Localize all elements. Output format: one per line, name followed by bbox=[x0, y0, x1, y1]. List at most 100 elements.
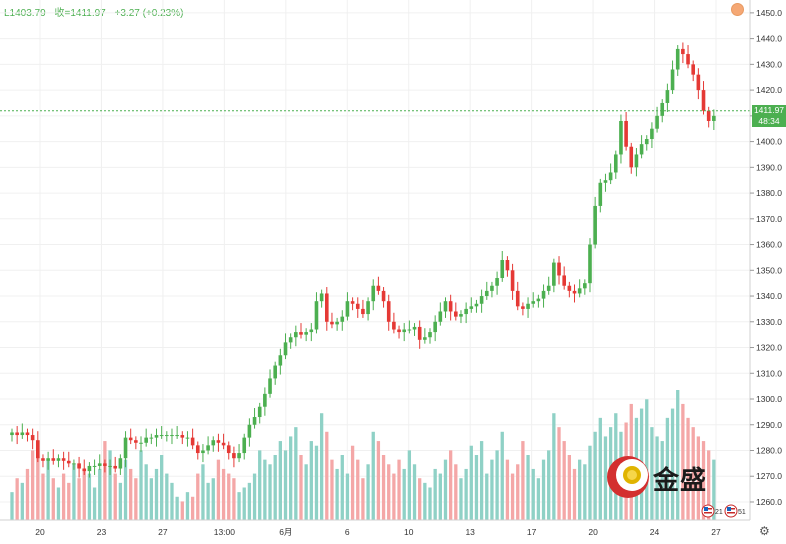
volume-bar bbox=[387, 464, 391, 520]
volume-bar bbox=[712, 459, 716, 520]
volume-bar bbox=[154, 468, 159, 520]
volume-bar bbox=[536, 478, 541, 520]
candle-body bbox=[72, 463, 76, 465]
event-flags[interactable]: 21 51 bbox=[701, 504, 746, 518]
candle-body bbox=[273, 365, 277, 379]
candle-body bbox=[552, 262, 556, 286]
volume-bar bbox=[108, 450, 112, 520]
volume-bar bbox=[180, 501, 184, 520]
volume-bar bbox=[448, 450, 453, 520]
y-tick-label: 1370.0 bbox=[756, 214, 782, 224]
volume-bar bbox=[237, 492, 241, 520]
volume-bar bbox=[232, 478, 236, 520]
volume-bar bbox=[443, 459, 448, 520]
orange-dot-icon[interactable] bbox=[731, 3, 744, 16]
volume-bar bbox=[371, 431, 375, 520]
candle-body bbox=[66, 460, 71, 464]
volume-bar bbox=[603, 436, 608, 520]
volume-bar bbox=[428, 487, 432, 520]
candle-body bbox=[97, 463, 102, 466]
x-tick-label: 13 bbox=[465, 527, 475, 537]
volume-bar bbox=[350, 445, 355, 520]
volume-bar bbox=[134, 478, 138, 520]
volume-bar bbox=[707, 450, 711, 520]
candle-body bbox=[701, 90, 706, 111]
candle-body bbox=[128, 437, 133, 441]
candle-body bbox=[41, 458, 45, 461]
candle-body bbox=[144, 437, 148, 443]
volume-bar bbox=[144, 464, 148, 520]
volume-bar bbox=[15, 478, 19, 520]
volume-bar bbox=[505, 459, 510, 520]
candle-body bbox=[629, 146, 634, 168]
volume-bar bbox=[526, 455, 530, 520]
candle-body bbox=[588, 244, 592, 284]
x-tick-label: 13:00 bbox=[214, 527, 236, 537]
x-tick-label: 27 bbox=[158, 527, 168, 537]
volume-bar bbox=[459, 478, 463, 520]
volume-bar bbox=[381, 455, 386, 520]
candle-body bbox=[598, 182, 603, 206]
volume-bar bbox=[701, 441, 706, 520]
candle-body bbox=[423, 337, 427, 340]
candle-body bbox=[10, 432, 14, 436]
volume-bar bbox=[660, 441, 664, 520]
y-tick-label: 1320.0 bbox=[756, 343, 782, 353]
candle-body bbox=[226, 445, 231, 454]
candle-body bbox=[577, 288, 582, 294]
y-tick-label: 1420.0 bbox=[756, 85, 782, 95]
candle-body bbox=[15, 432, 19, 436]
volume-bar bbox=[495, 450, 499, 520]
candle-body bbox=[170, 435, 174, 437]
y-tick-label: 1340.0 bbox=[756, 291, 782, 301]
volume-bar bbox=[149, 478, 153, 520]
volume-bar bbox=[376, 441, 381, 520]
candle-body bbox=[521, 306, 525, 309]
volume-bar bbox=[670, 408, 675, 520]
candle-body bbox=[201, 450, 205, 454]
y-tick-label: 1300.0 bbox=[756, 394, 782, 404]
candle-body bbox=[319, 293, 324, 302]
volume-bar bbox=[490, 459, 494, 520]
volume-bar bbox=[160, 455, 164, 520]
candle-body bbox=[123, 437, 128, 459]
volume-bar bbox=[289, 436, 293, 520]
volume-bar bbox=[412, 464, 417, 520]
change-label: +3.27 (+0.23%) bbox=[114, 8, 184, 19]
candle-body bbox=[495, 278, 499, 286]
volume-bar bbox=[696, 436, 701, 520]
volume-bar bbox=[521, 441, 525, 520]
candle-body bbox=[386, 301, 391, 322]
volume-bar bbox=[500, 431, 504, 520]
candle-body bbox=[536, 298, 541, 302]
gear-icon[interactable]: ⚙ bbox=[759, 524, 770, 538]
volume-bar bbox=[562, 441, 566, 520]
volume-bar bbox=[485, 473, 489, 520]
candle-body bbox=[454, 311, 458, 317]
y-tick-label: 1450.0 bbox=[756, 8, 782, 18]
y-tick-label: 1360.0 bbox=[756, 240, 782, 250]
volume-bar bbox=[541, 459, 546, 520]
logo-text: 金盛 bbox=[653, 466, 708, 496]
candle-body bbox=[381, 290, 386, 302]
volume-bar bbox=[335, 468, 339, 520]
candle-body bbox=[350, 301, 355, 304]
candle-body bbox=[469, 306, 474, 309]
candle-body bbox=[190, 437, 195, 446]
candle-body bbox=[500, 260, 505, 279]
volume-bar bbox=[588, 445, 592, 520]
volume-bar bbox=[46, 459, 50, 520]
volume-bar bbox=[247, 482, 252, 520]
volume-bar bbox=[469, 445, 473, 520]
volume-bars bbox=[10, 390, 716, 520]
candle-body bbox=[103, 463, 107, 466]
volume-bar bbox=[201, 464, 205, 520]
flag-label-2: 51 bbox=[738, 509, 746, 516]
candle-body bbox=[324, 293, 329, 322]
volume-bar bbox=[402, 468, 406, 520]
volume-bar bbox=[681, 403, 685, 520]
volume-bar bbox=[655, 436, 659, 520]
candle-body bbox=[392, 321, 396, 330]
volume-bar bbox=[227, 473, 231, 520]
